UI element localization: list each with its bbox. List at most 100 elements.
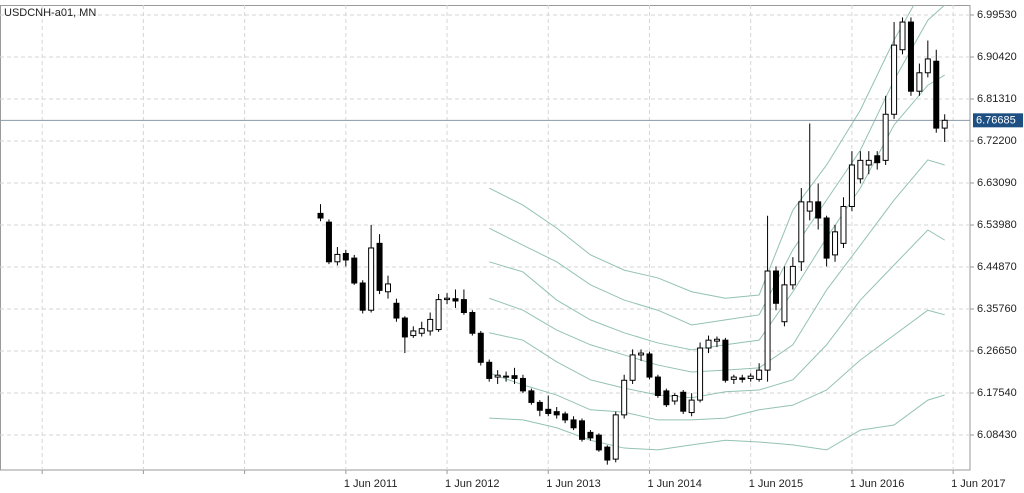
candle-body — [840, 205, 847, 244]
candle-body — [638, 352, 645, 356]
candle-body — [671, 394, 678, 402]
candle-body — [393, 302, 400, 319]
candle-body — [528, 390, 535, 403]
candle-body — [730, 376, 737, 380]
y-tick-label: 6.99530 — [977, 9, 1017, 21]
x-tick-label: 1 Jun 2014 — [647, 478, 701, 490]
candle-body — [705, 339, 712, 349]
candle-body — [418, 328, 425, 334]
candle-body — [427, 318, 434, 332]
candle-body — [874, 155, 881, 164]
current-price: 6.76685 — [0, 113, 1023, 128]
candle-body — [663, 390, 670, 406]
x-tick-label: 1 Jun 2013 — [546, 478, 600, 490]
candle-body — [865, 159, 872, 166]
candle-body — [629, 354, 636, 381]
candle-body — [477, 332, 484, 363]
candle-body — [368, 247, 375, 311]
price-tag-label: 6.76685 — [976, 115, 1016, 127]
candle-body — [848, 164, 855, 207]
candle-body — [798, 201, 805, 263]
candle-body — [756, 369, 763, 380]
candle-body — [764, 270, 771, 371]
candle-body — [325, 221, 332, 263]
candle-body — [511, 375, 518, 379]
candle-body — [773, 270, 779, 304]
y-tick-label: 6.08430 — [977, 429, 1017, 441]
candle-body — [899, 21, 906, 51]
grid — [0, 5, 970, 470]
candle-body — [351, 257, 358, 284]
candle-body — [486, 361, 493, 379]
x-tick-label: 1 Jun 2012 — [445, 478, 499, 490]
candle-body — [891, 44, 898, 115]
candle-body — [823, 217, 830, 259]
candle-body — [444, 297, 451, 301]
candle-body — [789, 265, 796, 286]
candle-body — [503, 375, 510, 378]
candle-body — [933, 60, 940, 129]
candle-body — [401, 317, 408, 338]
y-tick-label: 6.26650 — [977, 345, 1017, 357]
candle-body — [469, 312, 476, 334]
candle-body — [435, 299, 442, 331]
y-tick-label: 6.63090 — [977, 177, 1017, 189]
candle-body — [452, 298, 459, 302]
candle-body — [410, 330, 417, 337]
candle-body — [722, 339, 729, 381]
candle-body — [604, 446, 611, 461]
candle-body — [646, 353, 653, 378]
candle-body — [680, 391, 687, 412]
price-tag — [973, 113, 1023, 128]
x-tick-label: 1 Jun 2015 — [749, 478, 803, 490]
candle-body — [376, 242, 383, 291]
candle-body — [385, 283, 391, 293]
candle-body — [317, 212, 324, 219]
candle-body — [916, 72, 923, 92]
y-tick-label: 6.81310 — [977, 93, 1017, 105]
y-tick-label: 6.17540 — [977, 387, 1017, 399]
candle-body — [739, 377, 746, 380]
y-tick-label: 6.90420 — [977, 51, 1017, 63]
chart-title: USDCNH-a01, MN — [4, 7, 96, 19]
candle-body — [713, 338, 720, 342]
candle-body — [494, 374, 501, 378]
y-tick-label: 6.72200 — [977, 135, 1017, 147]
candle-body — [857, 159, 864, 180]
candle-body — [688, 399, 695, 414]
axes: 6.08430 6.17540 6.26650 6.35760 6.44870 6.539… — [41, 9, 1017, 490]
candle-body — [654, 376, 661, 396]
candle-body — [832, 231, 839, 256]
candle-body — [697, 347, 704, 401]
candle-body — [334, 253, 341, 263]
y-tick-label: 6.53980 — [977, 219, 1017, 231]
candle-body — [924, 58, 931, 74]
candle-body — [815, 201, 822, 219]
candle-body — [806, 201, 813, 212]
candle-body — [621, 379, 628, 416]
candle-body — [612, 414, 619, 460]
candle-body — [519, 377, 526, 392]
candle-body — [536, 401, 543, 411]
candle-body — [579, 420, 585, 440]
candle-body — [570, 419, 577, 429]
candle-body — [781, 284, 788, 323]
candle-body — [907, 21, 914, 92]
x-tick-label: 1 Jun 2011 — [344, 478, 398, 490]
candle-body — [545, 408, 552, 414]
band-line — [488, 5, 946, 326]
candle-body — [562, 413, 569, 421]
band-line — [488, 5, 915, 299]
candle-body — [587, 431, 594, 439]
candle-body — [359, 282, 366, 311]
candle-body — [342, 252, 349, 261]
y-tick-label: 6.44870 — [977, 261, 1017, 273]
band-line — [489, 229, 945, 399]
candle-body — [553, 411, 560, 416]
candle-body — [595, 434, 602, 451]
band-line — [489, 309, 945, 421]
x-tick-label: 1 Jun 2017 — [951, 478, 1005, 490]
band-line — [489, 394, 945, 451]
